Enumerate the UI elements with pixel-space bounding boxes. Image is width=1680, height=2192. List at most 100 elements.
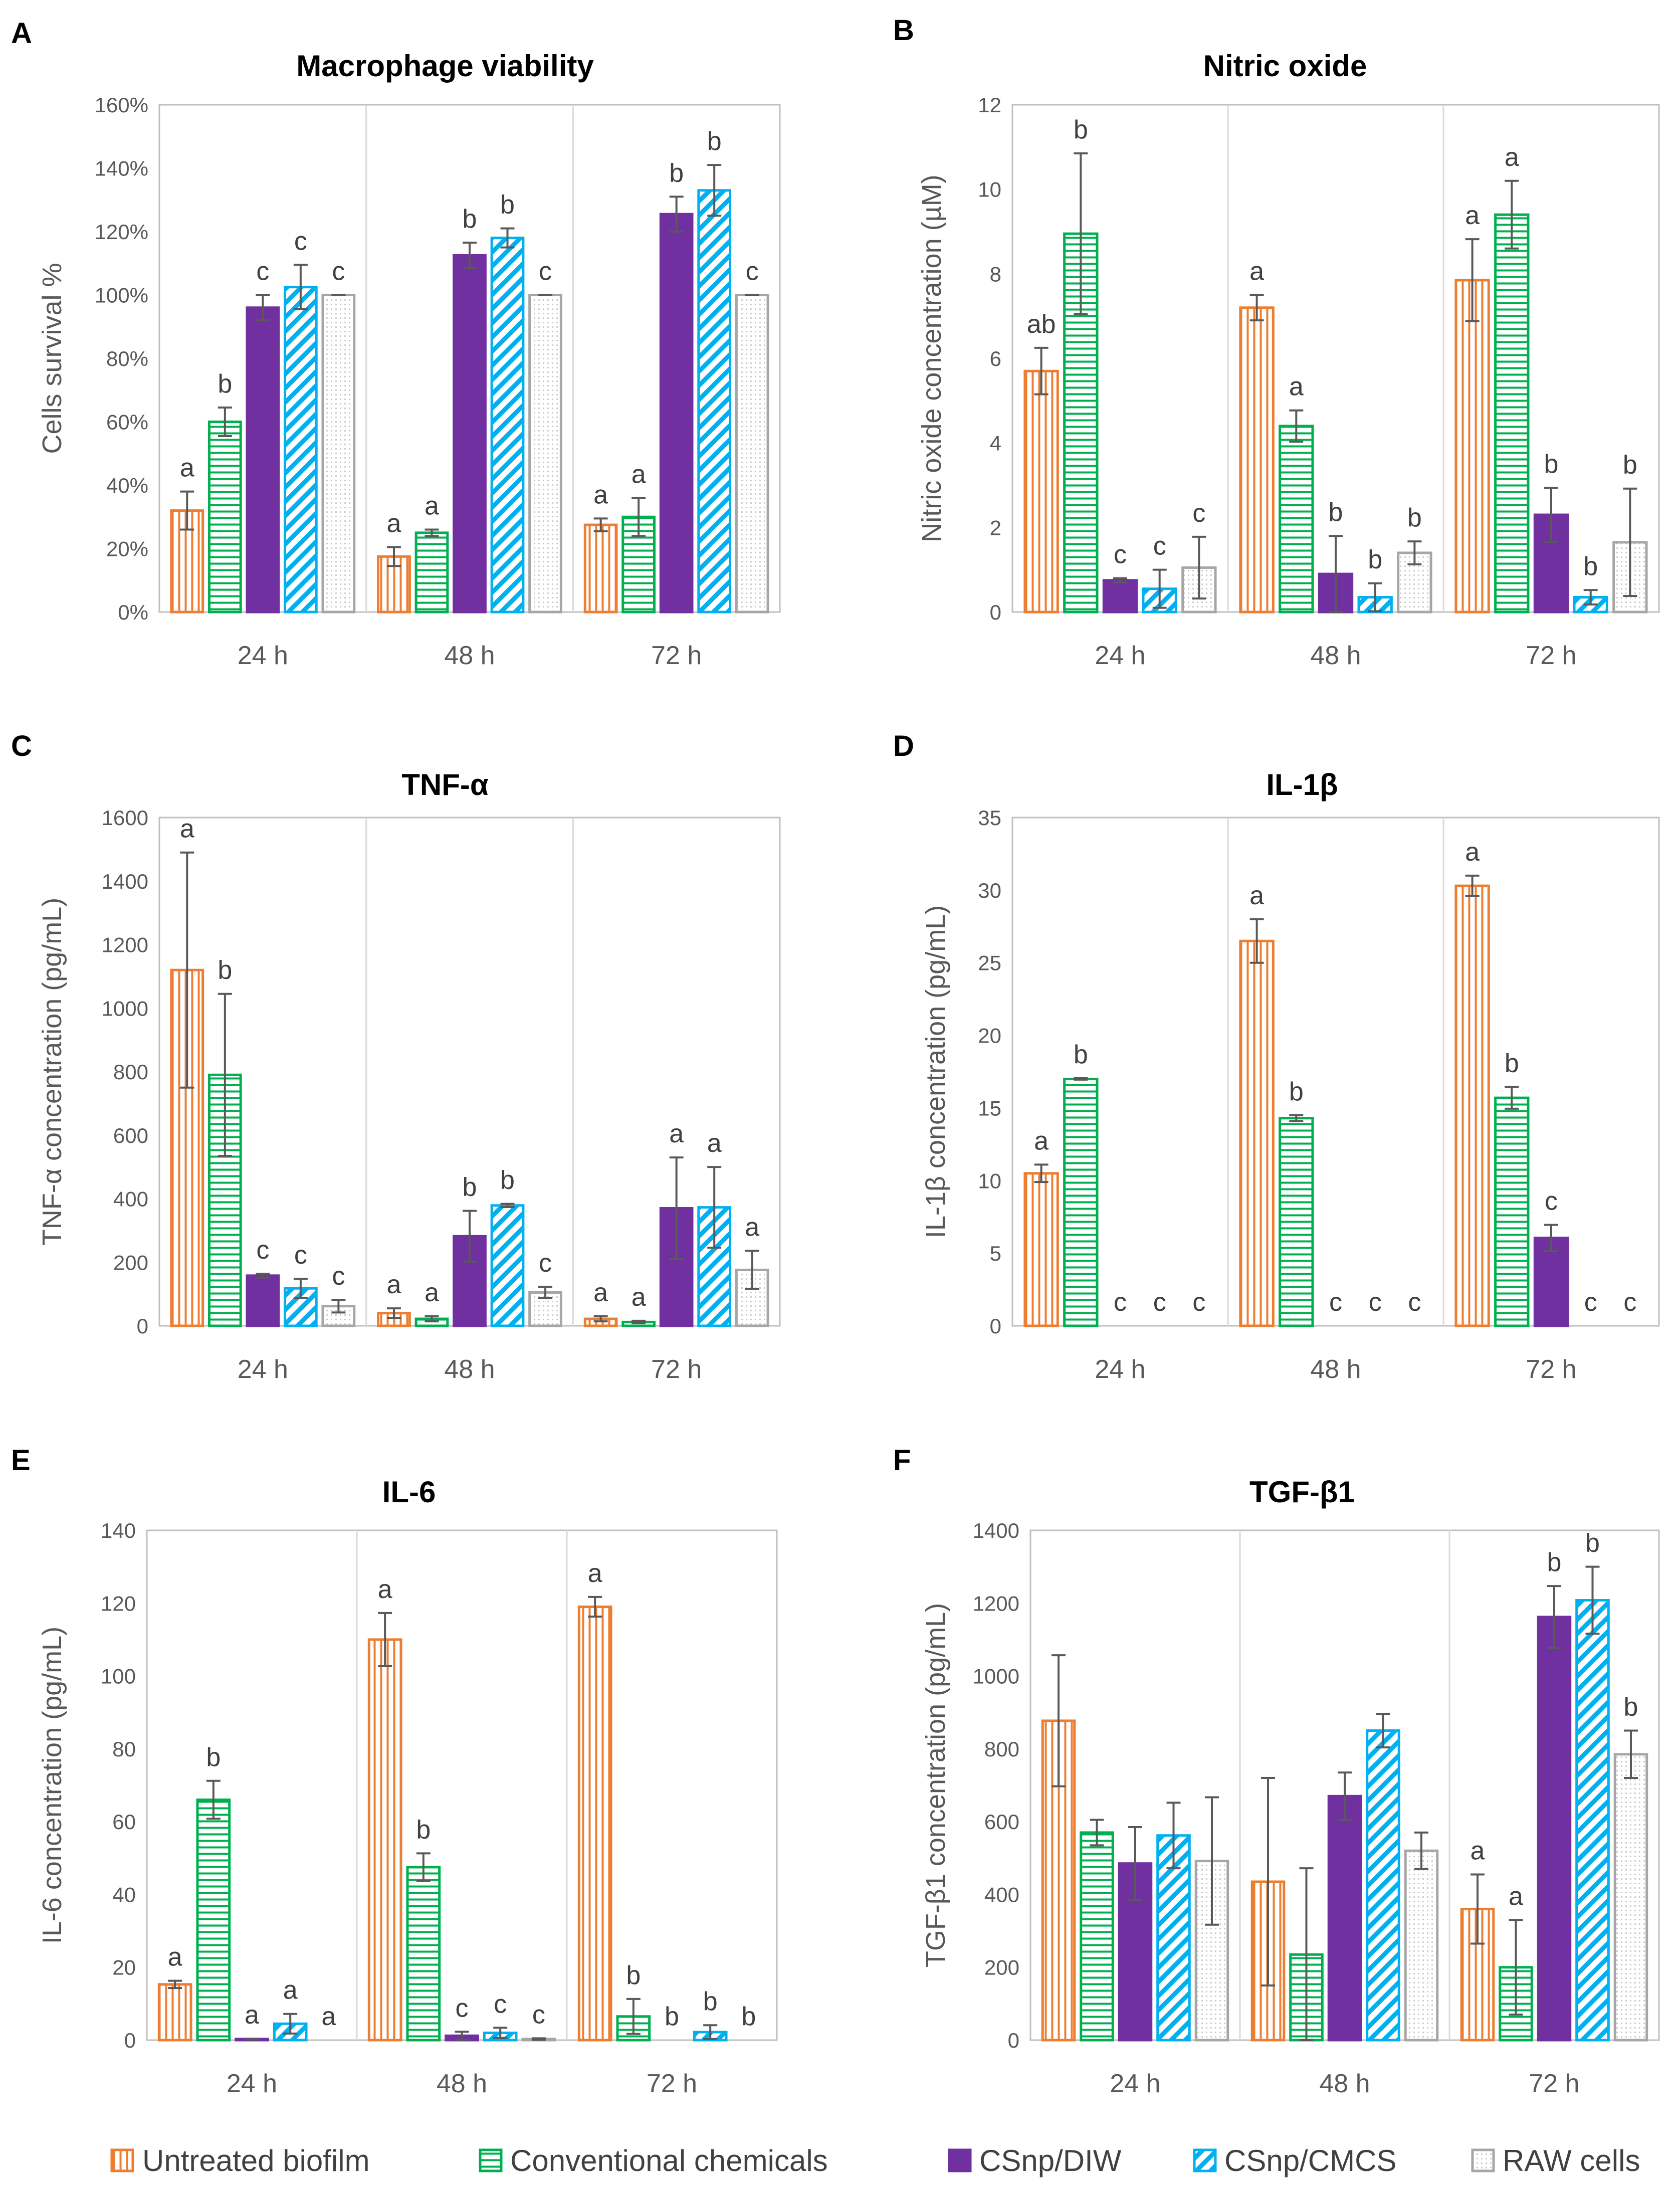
error-bar [1585, 1565, 1600, 1635]
panel-a: A Macrophage viability Cells survival % 0% 2… [11, 17, 781, 670]
bar [1575, 1599, 1610, 2042]
chart-title: Macrophage viability [296, 49, 594, 83]
significance-letter: b [665, 2002, 679, 2031]
y-tick-label: 160% [95, 93, 148, 117]
error-bar [632, 497, 646, 537]
significance-letter: a [180, 815, 194, 844]
bar [1279, 425, 1314, 614]
significance-letter: c [746, 257, 759, 286]
y-tick-label: 120% [95, 220, 148, 244]
significance-letter: b [1074, 1040, 1088, 1069]
significance-letter: b [1623, 451, 1637, 480]
error-bar [669, 195, 684, 233]
bar [246, 1274, 280, 1327]
category-label: 72 h [651, 641, 702, 670]
significance-letter: b [500, 190, 515, 220]
bar [1102, 579, 1138, 614]
bar [1239, 939, 1275, 1327]
panel-f: F TGF-β1 TGF-β1 concentration (pg/mL) 0 200 4… [893, 1444, 1660, 2098]
significance-letter: b [669, 158, 684, 187]
category-label: 72 h [1526, 1355, 1576, 1384]
error-bar [180, 490, 194, 531]
chart-title: Nitric oxide [1203, 49, 1367, 83]
significance-letter: b [626, 1961, 641, 1990]
bar [490, 1204, 525, 1327]
y-tick-label: 12 [978, 93, 1001, 117]
significance-letter: a [180, 454, 194, 483]
significance-letter: a [387, 509, 401, 538]
error-bar [493, 2027, 508, 2039]
error-bar [206, 1779, 221, 1820]
y-tick-label: 0 [1008, 2029, 1019, 2052]
significance-letter: a [1505, 143, 1519, 172]
error-bar [1471, 1873, 1485, 1945]
significance-letter: b [206, 1743, 221, 1772]
error-bar [1090, 1819, 1104, 1847]
significance-letter: a [588, 1559, 602, 1588]
significance-letter: a [245, 2001, 259, 2030]
bar [1404, 1849, 1439, 2042]
category-label: 24 h [1095, 1355, 1145, 1384]
plot-frame [1011, 817, 1660, 1327]
bar [1366, 1729, 1400, 2042]
significance-letter: c [256, 257, 269, 286]
significance-letter: a [632, 460, 646, 489]
error-bar [180, 851, 194, 1089]
significance-letter: a [425, 492, 439, 521]
panel-label: F [893, 1444, 911, 1477]
error-bar [416, 1852, 431, 1882]
significance-letter: a [1509, 1882, 1523, 1911]
error-bar [1128, 1826, 1142, 1901]
chart-title: TGF-β1 [1249, 1475, 1355, 1509]
significance-letter: c [1192, 1288, 1205, 1317]
panel-d: D IL-1β IL-1β concentration (pg/mL) 0 5 10 15 2… [893, 730, 1660, 1384]
error-bar [256, 294, 270, 322]
bar [406, 1866, 441, 2042]
error-bar [425, 1315, 439, 1323]
significance-letter: a [745, 1213, 759, 1242]
legend-swatch-csnp-diw [948, 2148, 972, 2172]
y-tick-label: 0 [137, 1314, 148, 1338]
error-bar [745, 1250, 759, 1290]
y-axis-title: IL-6 concentration (pg/mL) [37, 1627, 67, 1944]
error-bar [707, 164, 722, 217]
y-tick-label: 35 [978, 806, 1001, 830]
legend-label: CSnp/CMCS [1224, 2144, 1396, 2177]
significance-letter: b [218, 369, 232, 398]
category-label: 72 h [1526, 641, 1576, 670]
category-label: 24 h [238, 641, 288, 670]
significance-letter: b [1585, 1529, 1600, 1558]
significance-letter: a [669, 1119, 684, 1148]
bar [1023, 1172, 1059, 1327]
y-tick-label: 80% [106, 347, 148, 370]
error-bar [1414, 1831, 1428, 1870]
significance-letter: c [494, 1989, 507, 2019]
category-label: 72 h [651, 1355, 702, 1384]
significance-letter: c [1153, 532, 1166, 561]
significance-letter: c [1153, 1288, 1166, 1317]
y-tick-label: 40% [106, 474, 148, 497]
y-tick-label: 20 [112, 1956, 136, 1979]
y-tick-label: 1200 [973, 1591, 1019, 1615]
significance-letter: a [1289, 372, 1304, 402]
bar [196, 1799, 231, 2042]
bar [583, 523, 618, 614]
error-bar [293, 1278, 308, 1299]
error-bar [1289, 409, 1304, 443]
error-bar [531, 2037, 546, 2041]
error-bar [463, 242, 477, 269]
bar [1279, 1117, 1314, 1327]
error-bar [455, 2031, 469, 2041]
error-bar [1113, 577, 1127, 583]
y-tick-label: 40 [112, 1883, 136, 1906]
y-tick-label: 1600 [102, 806, 148, 830]
y-tick-label: 800 [113, 1060, 148, 1084]
significance-letter: a [1465, 838, 1480, 867]
y-axis-title: TGF-β1 concentration (pg/mL) [921, 1603, 951, 1967]
error-bar [593, 1315, 608, 1323]
error-bar [1623, 1729, 1638, 1779]
error-bar [1261, 1776, 1276, 1987]
significance-letter: b [1547, 1548, 1562, 1577]
error-bar [538, 1286, 553, 1299]
legend-label: Conventional chemicals [510, 2144, 828, 2177]
